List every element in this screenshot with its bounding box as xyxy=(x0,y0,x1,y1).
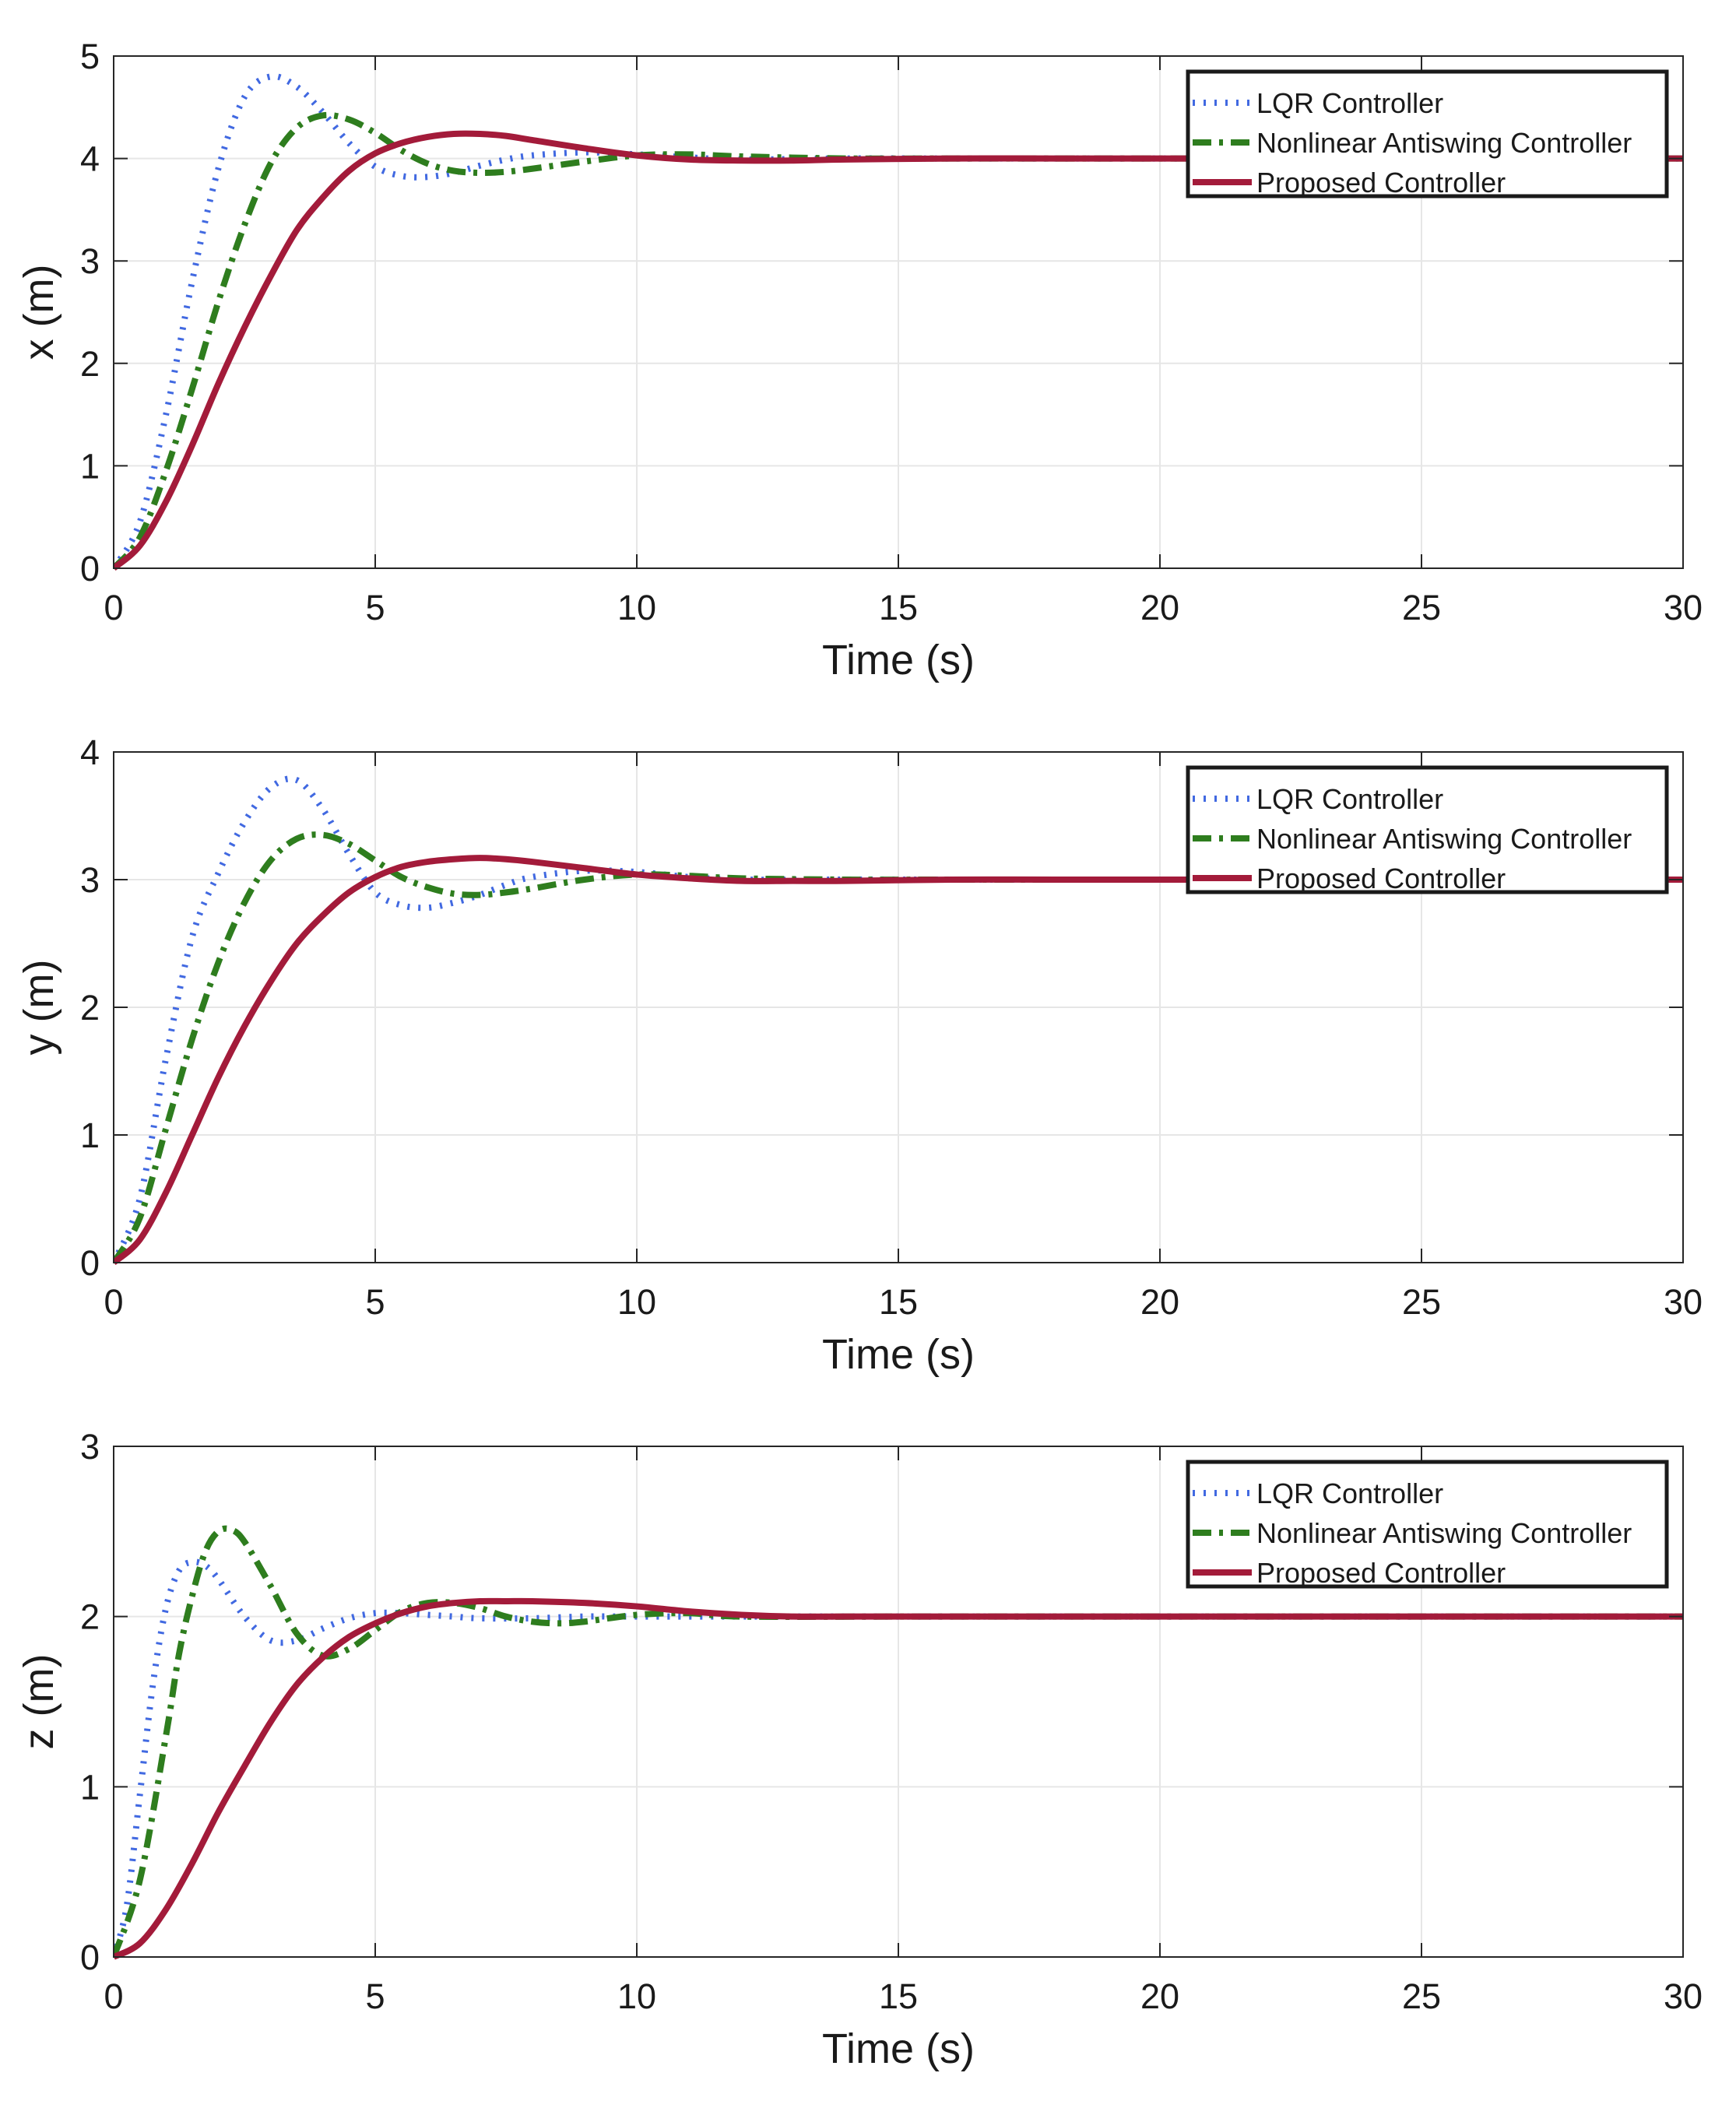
legend-box xyxy=(1186,69,1669,199)
y-tick-label: 0 xyxy=(80,1938,100,1977)
x-tick-label: 25 xyxy=(1402,588,1441,627)
y-tick-label: 4 xyxy=(80,139,100,179)
y-axis-label: z (m) xyxy=(16,1654,62,1750)
legend-label: Proposed Controller xyxy=(1256,1557,1506,1589)
y-tick-label: 1 xyxy=(80,446,100,486)
x-tick-label: 30 xyxy=(1664,1282,1703,1322)
series-line-proposed-controller xyxy=(114,1597,1683,1960)
y-tick-label: 3 xyxy=(80,860,100,900)
x-tick-label: 10 xyxy=(617,1976,656,2016)
y-tick-label: 3 xyxy=(80,241,100,281)
y-tick-label: 5 xyxy=(80,37,100,76)
y-tick-label: 1 xyxy=(80,1115,100,1155)
x-tick-label: 0 xyxy=(104,588,123,627)
y-tick-label: 2 xyxy=(80,344,100,384)
chart-panel-1: 0 5 10 15 20 25 30 0 1 2 3 4 5 Time (s) x (m) LQR Contr… xyxy=(16,37,1703,683)
y-tick-label: 3 xyxy=(80,1427,100,1467)
legend: LQR Controller Nonlinear Antiswing Contro… xyxy=(1186,765,1669,894)
y-axis-label: x (m) xyxy=(16,265,62,360)
legend: LQR Controller Nonlinear Antiswing Contro… xyxy=(1186,69,1669,199)
x-tick-label: 5 xyxy=(365,1282,385,1322)
x-tick-label: 25 xyxy=(1402,1282,1441,1322)
legend-box xyxy=(1186,765,1669,894)
legend-box xyxy=(1186,1460,1669,1589)
series-line-proposed-controller xyxy=(114,855,1683,1266)
x-tick-label: 5 xyxy=(365,588,385,627)
x-tick-label: 10 xyxy=(617,588,656,627)
x-tick-label: 20 xyxy=(1140,1976,1179,2016)
legend-label: Nonlinear Antiswing Controller xyxy=(1256,823,1632,855)
legend-label: LQR Controller xyxy=(1256,87,1443,119)
chart-panel-3: 0 5 10 15 20 25 30 0 1 2 3 Time (s) z (m) LQR Control… xyxy=(16,1427,1703,2072)
y-tick-label: 2 xyxy=(80,1597,100,1637)
x-tick-label: 30 xyxy=(1664,588,1703,627)
x-tick-label: 0 xyxy=(104,1976,123,2016)
y-axis-label: y (m) xyxy=(16,960,62,1056)
x-tick-label: 20 xyxy=(1140,1282,1179,1322)
chart-panel-2: 0 5 10 15 20 25 30 0 1 2 3 4 Time (s) y (m) LQR Contro… xyxy=(16,733,1703,1378)
x-axis-label: Time (s) xyxy=(822,2025,975,2072)
legend: LQR Controller Nonlinear Antiswing Contro… xyxy=(1186,1460,1669,1589)
x-tick-label: 0 xyxy=(104,1282,123,1322)
x-axis-label: Time (s) xyxy=(822,637,975,683)
legend-label: Nonlinear Antiswing Controller xyxy=(1256,127,1632,159)
x-tick-label: 15 xyxy=(879,1282,918,1322)
x-tick-label: 5 xyxy=(365,1976,385,2016)
x-axis-label: Time (s) xyxy=(822,1331,975,1378)
y-tick-label: 1 xyxy=(80,1767,100,1807)
legend-label: Nonlinear Antiswing Controller xyxy=(1256,1517,1632,1549)
series-line-proposed-controller xyxy=(114,130,1683,571)
x-tick-label: 25 xyxy=(1402,1976,1441,2016)
x-tick-label: 20 xyxy=(1140,588,1179,627)
x-tick-label: 30 xyxy=(1664,1976,1703,2016)
legend-label: Proposed Controller xyxy=(1256,167,1506,199)
y-tick-label: 0 xyxy=(80,1243,100,1283)
x-tick-label: 10 xyxy=(617,1282,656,1322)
x-tick-label: 15 xyxy=(879,1976,918,2016)
series-line-lqr-controller xyxy=(114,1558,1683,1959)
y-tick-label: 2 xyxy=(80,988,100,1028)
legend-label: Proposed Controller xyxy=(1256,863,1506,894)
x-tick-label: 15 xyxy=(879,588,918,627)
legend-label: LQR Controller xyxy=(1256,783,1443,815)
legend-label: LQR Controller xyxy=(1256,1477,1443,1509)
series-line-nonlinear-antiswing-controller xyxy=(114,831,1683,1265)
y-tick-label: 0 xyxy=(80,549,100,588)
y-tick-label: 4 xyxy=(80,733,100,772)
